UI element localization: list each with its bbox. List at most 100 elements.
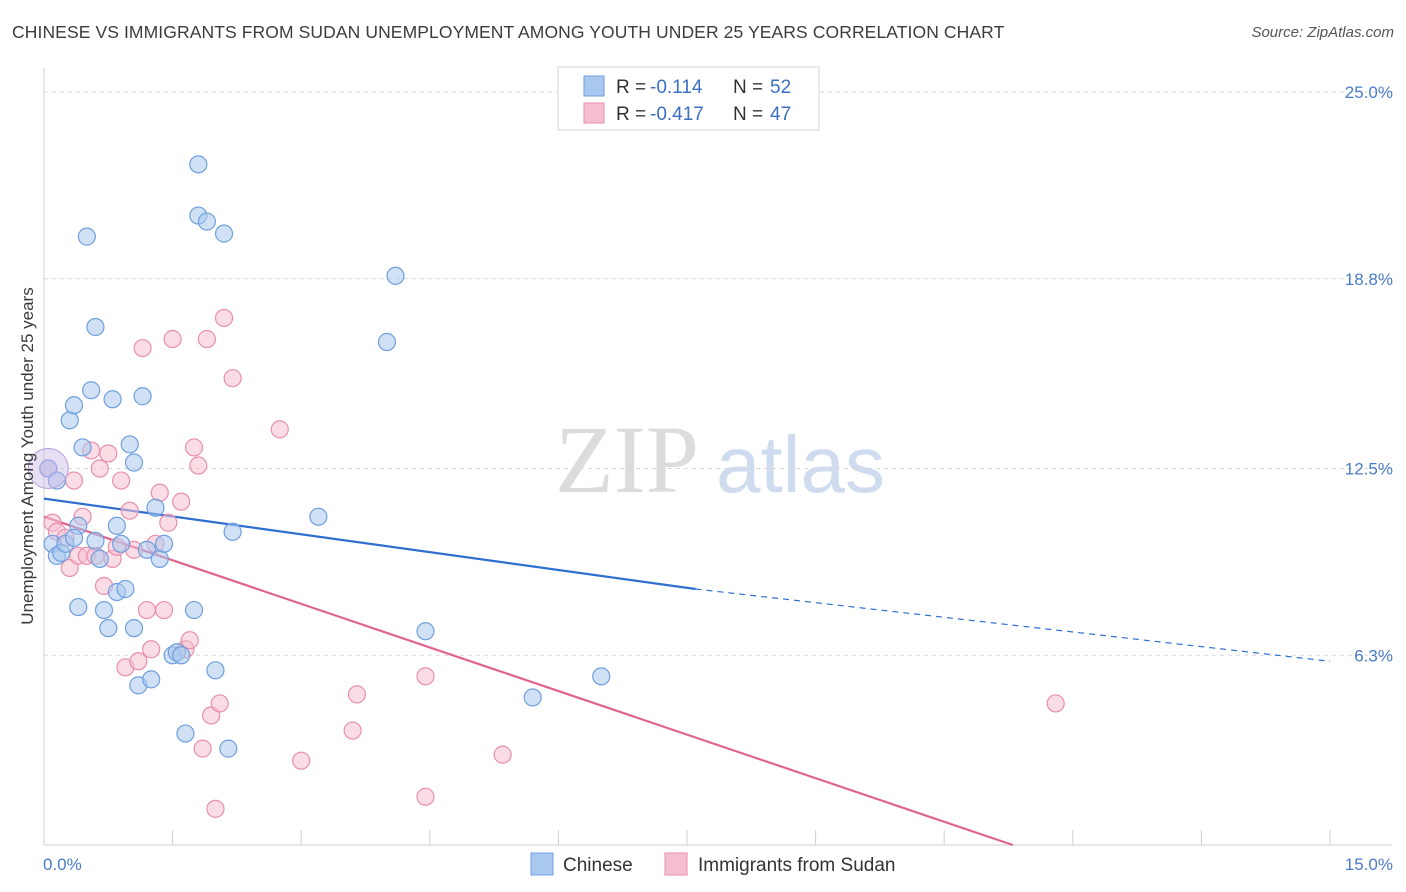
- data-point-sudan: [172, 492, 191, 511]
- x-tick-label-min: 0.0%: [43, 855, 82, 874]
- data-point-chinese: [309, 507, 328, 526]
- legend-n-value-chinese: 52: [770, 77, 791, 98]
- data-point-chinese: [120, 435, 139, 454]
- legend-swatch-sudan: [583, 102, 605, 124]
- legend-r-value-sudan: -0.417: [650, 104, 704, 125]
- data-point-sudan: [416, 787, 435, 806]
- trend-line-chinese-extrapolated: [695, 588, 1331, 662]
- data-point-chinese: [184, 600, 204, 620]
- data-point-chinese: [60, 411, 79, 430]
- data-point-chinese: [214, 224, 234, 243]
- data-point-sudan: [99, 444, 118, 463]
- data-point-sudan: [214, 308, 234, 328]
- data-point-chinese: [172, 646, 191, 665]
- grid-lines: [44, 91, 1392, 656]
- source-label: Source: ZipAtlas.com: [1251, 24, 1394, 41]
- data-point-sudan: [416, 667, 435, 686]
- legend-n-value-sudan: 47: [770, 104, 791, 125]
- legend-r-label-chinese: R =: [616, 77, 646, 98]
- y-tick-labels: 6.3% 12.5% 18.8% 25.0%: [1345, 83, 1393, 665]
- y-tick-label: 25.0%: [1345, 83, 1393, 102]
- data-point-sudan: [193, 739, 212, 758]
- data-point-sudan: [223, 369, 242, 388]
- data-point-chinese: [82, 381, 101, 400]
- data-point-chinese: [142, 670, 161, 689]
- data-point-sudan: [163, 329, 182, 349]
- data-point-chinese: [523, 688, 542, 707]
- data-point-sudan: [189, 456, 208, 475]
- data-point-sudan: [347, 685, 367, 704]
- series-legend-swatch-sudan: [664, 852, 688, 876]
- data-point-chinese: [112, 534, 131, 553]
- data-point-chinese: [99, 619, 118, 638]
- data-points: [27, 155, 1065, 818]
- data-point-chinese: [150, 549, 169, 568]
- legend-swatch-chinese: [583, 75, 605, 97]
- series-legend-label-sudan: Immigrants from Sudan: [698, 855, 895, 876]
- data-point-chinese: [133, 387, 152, 406]
- x-axis-ticks: [43, 830, 1331, 845]
- chart-title: CHINESE VS IMMIGRANTS FROM SUDAN UNEMPLO…: [12, 22, 1005, 42]
- watermark-zip: ZIP: [555, 406, 699, 513]
- data-point-chinese: [223, 522, 242, 541]
- x-tick-label-max: 15.0%: [1345, 855, 1393, 874]
- data-point-chinese: [176, 724, 195, 743]
- data-point-sudan: [210, 694, 229, 713]
- series-legend-label-chinese: Chinese: [563, 855, 633, 876]
- data-point-chinese: [146, 498, 165, 517]
- data-point-chinese: [73, 438, 92, 457]
- data-point-sudan: [129, 652, 148, 671]
- data-point-chinese: [103, 390, 122, 409]
- legend-n-label-chinese: N =: [733, 77, 763, 98]
- correlation-legend: R = -0.114 N = 52 R = -0.417 N = 47: [557, 66, 820, 131]
- series-legend-swatch-chinese: [530, 852, 554, 876]
- data-point-chinese: [137, 540, 156, 559]
- data-point-chinese: [86, 317, 105, 337]
- data-point-chinese: [124, 619, 144, 638]
- data-point-sudan: [112, 471, 131, 490]
- data-point-chinese: [592, 667, 611, 686]
- data-point-sudan: [1046, 694, 1065, 713]
- data-point-chinese: [197, 212, 216, 231]
- data-point-chinese: [107, 516, 126, 535]
- data-point-sudan: [493, 745, 512, 764]
- data-point-chinese: [77, 227, 96, 246]
- data-point-chinese: [189, 155, 208, 174]
- data-point-chinese: [219, 739, 238, 758]
- data-point-chinese: [64, 396, 84, 415]
- data-point-chinese: [124, 453, 144, 472]
- legend-r-value-chinese: -0.114: [650, 77, 703, 98]
- data-point-chinese: [47, 471, 66, 490]
- legend-r-label-sudan: R =: [616, 104, 646, 125]
- data-point-sudan: [292, 751, 311, 770]
- data-point-sudan: [120, 501, 139, 520]
- data-point-sudan: [206, 799, 225, 818]
- data-point-sudan: [180, 631, 199, 650]
- data-point-chinese: [64, 528, 84, 547]
- y-tick-label: 12.5%: [1345, 460, 1393, 479]
- watermark-atlas: atlas: [716, 420, 885, 509]
- data-point-overlap: [27, 448, 69, 490]
- data-point-chinese: [154, 534, 174, 553]
- data-point-sudan: [184, 438, 204, 457]
- data-point-chinese: [416, 622, 435, 641]
- data-point-chinese: [94, 600, 114, 620]
- data-point-sudan: [142, 640, 161, 659]
- data-point-chinese: [377, 332, 397, 352]
- trend-line-sudan: [43, 515, 1014, 847]
- data-point-sudan: [154, 600, 174, 620]
- data-point-chinese: [386, 266, 405, 285]
- data-point-sudan: [137, 600, 156, 620]
- data-point-chinese: [206, 661, 225, 680]
- data-point-sudan: [343, 721, 362, 740]
- data-point-sudan: [150, 483, 169, 502]
- data-point-chinese: [69, 597, 88, 617]
- series-legend: Chinese Immigrants from Sudan: [530, 852, 895, 876]
- data-point-sudan: [64, 471, 84, 490]
- data-point-chinese: [116, 579, 135, 599]
- y-tick-label: 6.3%: [1354, 646, 1393, 665]
- data-point-chinese: [90, 549, 109, 568]
- data-point-sudan: [133, 338, 152, 358]
- data-point-sudan: [270, 420, 289, 439]
